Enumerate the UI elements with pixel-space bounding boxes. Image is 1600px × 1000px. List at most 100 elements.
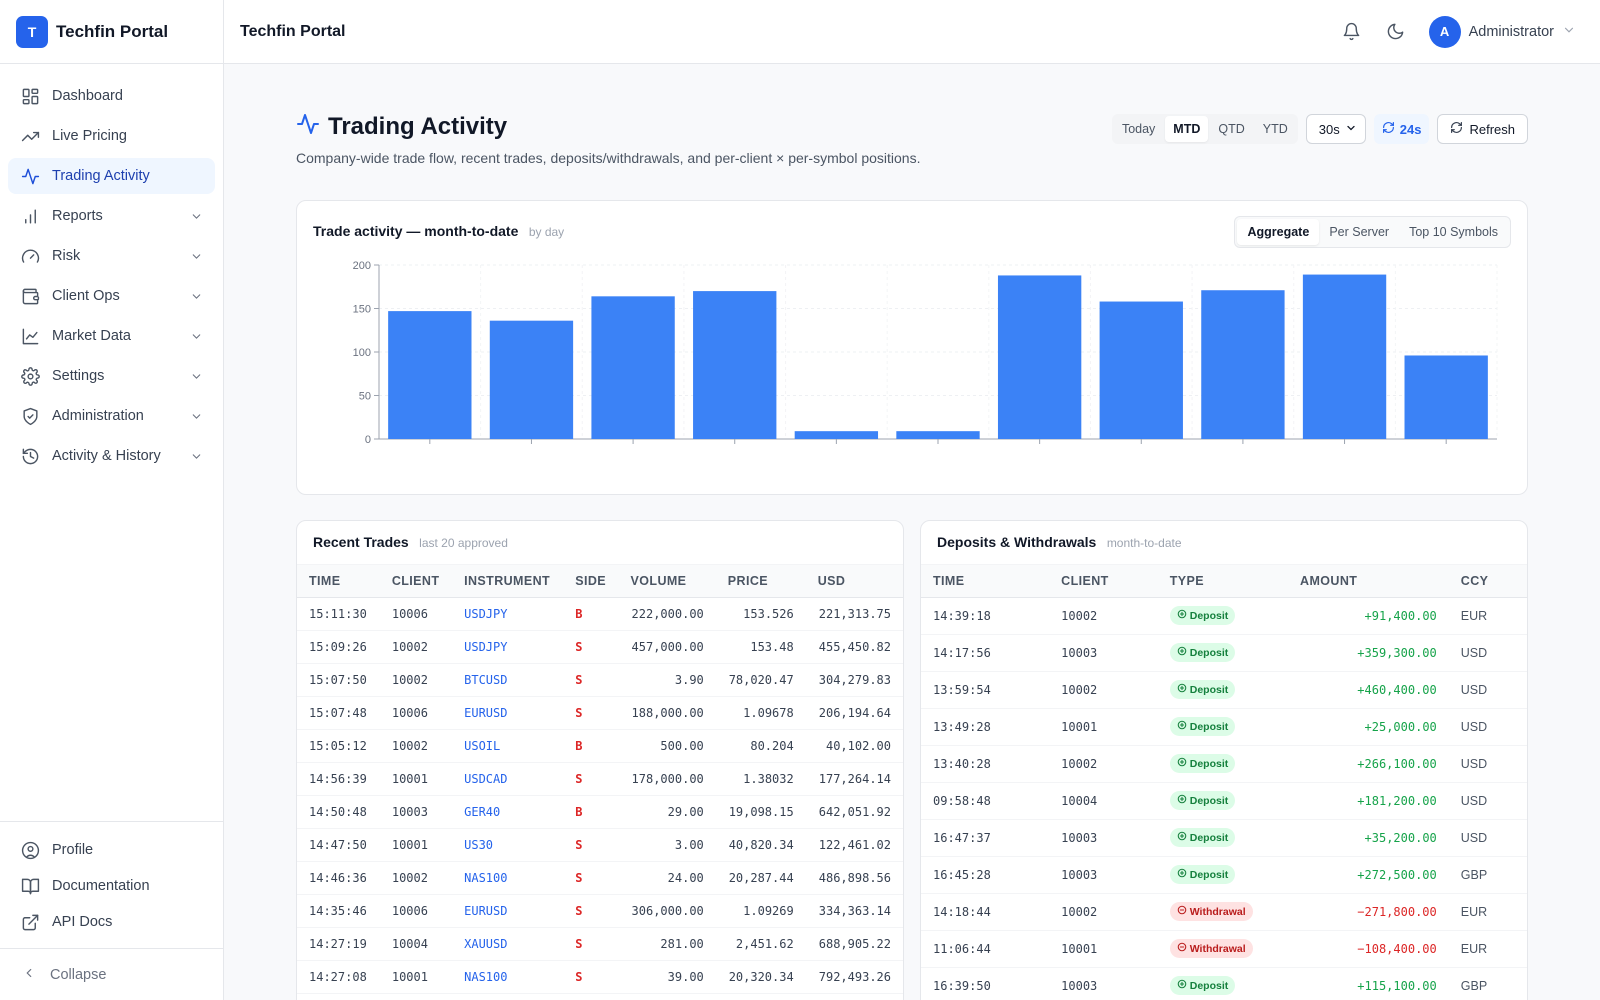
- page-subtitle: Company-wide trade flow, recent trades, …: [296, 150, 921, 166]
- user-menu[interactable]: A Administrator: [1428, 15, 1576, 48]
- period-ytd[interactable]: YTD: [1262, 122, 1288, 136]
- table-row[interactable]: 15:07:50 10002 BTCUSD S 3.90 78,020.47 304,279…: [297, 663, 903, 697]
- sidebar-item-trading-activity[interactable]: Trading Activity: [8, 158, 215, 194]
- column-header-client[interactable]: CLIENT: [379, 565, 453, 598]
- trade-instrument[interactable]: USDCAD: [452, 762, 564, 796]
- sidebar-item-settings[interactable]: Settings: [8, 358, 215, 394]
- table-row[interactable]: 13:40:28 10002 Deposit +266,100.00 USD: [921, 745, 1527, 783]
- brand[interactable]: T Techfin Portal: [0, 0, 223, 64]
- dw-amount: +266,100.00: [1288, 745, 1449, 783]
- sidebar-item-activity-history[interactable]: Activity & History: [8, 438, 215, 474]
- table-row[interactable]: 14:39:18 10002 Deposit +91,400.00 EUR: [921, 597, 1527, 635]
- column-header-usd[interactable]: USD: [805, 565, 903, 598]
- table-row[interactable]: 11:06:44 10001 Withdrawal −108,400.00 EUR: [921, 930, 1527, 968]
- table-row[interactable]: 16:45:28 10003 Deposit +272,500.00 GBP: [921, 856, 1527, 894]
- trade-side: B: [563, 729, 619, 763]
- view-aggregate[interactable]: Aggregate: [1237, 219, 1320, 245]
- table-row[interactable]: 14:50:48 10003 GER40 B 29.00 19,098.15 642,051…: [297, 795, 903, 829]
- refresh-interval-select[interactable]: 30s: [1305, 114, 1366, 144]
- trade-volume: 39.00: [618, 960, 716, 994]
- sidebar-item-live-pricing[interactable]: Live Pricing: [8, 118, 215, 154]
- trade-instrument[interactable]: USDJPY: [452, 597, 564, 631]
- column-header-time[interactable]: TIME: [921, 565, 1050, 598]
- sidebar-link-label: Profile: [52, 842, 94, 858]
- trade-instrument[interactable]: NAS100: [452, 960, 564, 994]
- table-row[interactable]: 14:47:50 10001 US30 S 3.00 40,820.34 122,461.0…: [297, 828, 903, 862]
- type-label: Withdrawal: [1189, 942, 1246, 955]
- trade-time: 15:07:50: [297, 663, 380, 697]
- table-row[interactable]: 13:49:28 10001 Deposit +25,000.00 USD: [921, 708, 1527, 746]
- column-header-type[interactable]: TYPE: [1157, 565, 1289, 598]
- trade-instrument[interactable]: NAS100: [452, 861, 564, 895]
- trade-instrument[interactable]: EURUSD: [452, 696, 564, 730]
- table-row[interactable]: 15:11:30 10006 USDJPY B 222,000.00 153.526 221…: [297, 597, 903, 631]
- column-header-ccy[interactable]: CCY: [1448, 565, 1527, 598]
- table-row[interactable]: 16:47:37 10003 Deposit +35,200.00 USD: [921, 819, 1527, 857]
- table-row[interactable]: 16:39:50 10003 Deposit +115,100.00 GBP: [921, 967, 1527, 1000]
- dw-client: 10001: [1049, 708, 1158, 746]
- period-today[interactable]: Today: [1121, 122, 1156, 136]
- view-per-server[interactable]: Per Server: [1329, 225, 1390, 239]
- sidebar-link-documentation[interactable]: Documentation: [8, 870, 215, 902]
- trade-instrument[interactable]: USOIL: [452, 729, 564, 763]
- sidebar-item-label: Client Ops: [52, 288, 120, 304]
- type-label: Withdrawal: [1189, 905, 1246, 918]
- deposit-badge: Deposit: [1169, 680, 1236, 699]
- trade-instrument[interactable]: EURUSD: [452, 894, 564, 928]
- bar-chart-icon: [20, 206, 40, 226]
- refresh-button[interactable]: Refresh: [1437, 114, 1528, 144]
- column-header-instrument[interactable]: INSTRUMENT: [452, 565, 564, 598]
- trade-instrument[interactable]: GER40: [452, 795, 564, 829]
- view-top-10-symbols[interactable]: Top 10 Symbols: [1409, 225, 1498, 239]
- column-header-volume[interactable]: VOLUME: [618, 565, 716, 598]
- dw-client: 10003: [1049, 819, 1158, 857]
- column-header-time[interactable]: TIME: [297, 565, 380, 598]
- sidebar-item-administration[interactable]: Administration: [8, 398, 215, 434]
- table-row[interactable]: 13:59:54 10002 Deposit +460,400.00 USD: [921, 671, 1527, 709]
- collapse-button[interactable]: Collapse: [0, 948, 223, 1000]
- sidebar-item-risk[interactable]: Risk: [8, 238, 215, 274]
- sidebar-item-market-data[interactable]: Market Data: [8, 318, 215, 354]
- table-row[interactable]: 15:07:48 10006 EURUSD S 188,000.00 1.09678 206…: [297, 696, 903, 730]
- sidebar-footer: Profile Documentation API Docs Collapse: [0, 821, 223, 1000]
- sidebar-link-profile[interactable]: Profile: [8, 834, 215, 866]
- sidebar-item-reports[interactable]: Reports: [8, 198, 215, 234]
- column-header-price[interactable]: PRICE: [715, 565, 806, 598]
- trade-instrument[interactable]: US30: [452, 828, 564, 862]
- table-row[interactable]: 14:46:36 10002 NAS100 S 24.00 20,287.44 486,89…: [297, 861, 903, 895]
- trade-side: B: [563, 597, 619, 631]
- table-row[interactable]: 09:58:48 10004 Deposit +181,200.00 USD: [921, 782, 1527, 820]
- trade-instrument[interactable]: XAUUSD: [452, 927, 564, 961]
- bar-sep-1: [388, 311, 472, 439]
- sidebar-item-dashboard[interactable]: Dashboard: [8, 78, 215, 114]
- table-row[interactable]: 14:18:44 10002 Withdrawal −271,800.00 EUR: [921, 893, 1527, 931]
- period-qtd[interactable]: QTD: [1218, 122, 1245, 136]
- table-row[interactable]: 14:27:08 10001 NAS100 S 39.00 20,320.34 792,49…: [297, 960, 903, 994]
- trade-client: 10003: [379, 795, 453, 829]
- trade-usd: 486,898.56: [805, 861, 903, 895]
- refresh-countdown: 24s: [1373, 114, 1430, 144]
- bell-icon[interactable]: [1341, 21, 1363, 43]
- sidebar-link-api-docs[interactable]: API Docs: [8, 906, 215, 938]
- dw-currency: EUR: [1448, 893, 1527, 931]
- trade-client: 10006: [379, 894, 453, 928]
- table-row[interactable]: 14:56:39 10001 USDCAD S 178,000.00 1.38032 177…: [297, 762, 903, 796]
- table-row[interactable]: 14:17:56 10003 Deposit +359,300.00 USD: [921, 634, 1527, 672]
- sidebar-item-client-ops[interactable]: Client Ops: [8, 278, 215, 314]
- column-header-client[interactable]: CLIENT: [1049, 565, 1158, 598]
- period-mtd[interactable]: MTD: [1165, 116, 1209, 142]
- column-header-side[interactable]: SIDE: [563, 565, 619, 598]
- gauge-icon: [20, 246, 40, 266]
- table-row[interactable]: 14:27:19 10004 XAUUSD S 281.00 2,451.62 688,90…: [297, 927, 903, 961]
- trade-instrument[interactable]: BTCUSD: [452, 663, 564, 697]
- dw-time: 13:49:28: [921, 708, 1050, 746]
- moon-icon[interactable]: [1385, 21, 1407, 43]
- table-row[interactable]: 15:05:12 10002 USOIL B 500.00 80.204 40,102.00: [297, 729, 903, 763]
- trade-time: 14:27:08: [297, 960, 380, 994]
- trade-price: 1.09269: [715, 894, 806, 928]
- table-row[interactable]: 15:09:26 10002 USDJPY S 457,000.00 153.48 455,…: [297, 630, 903, 664]
- trade-instrument[interactable]: USDJPY: [452, 630, 564, 664]
- sidebar-item-label: Reports: [52, 208, 103, 224]
- table-row[interactable]: 14:35:46 10006 EURUSD S 306,000.00 1.09269 334…: [297, 894, 903, 928]
- column-header-amount[interactable]: AMOUNT: [1288, 565, 1449, 598]
